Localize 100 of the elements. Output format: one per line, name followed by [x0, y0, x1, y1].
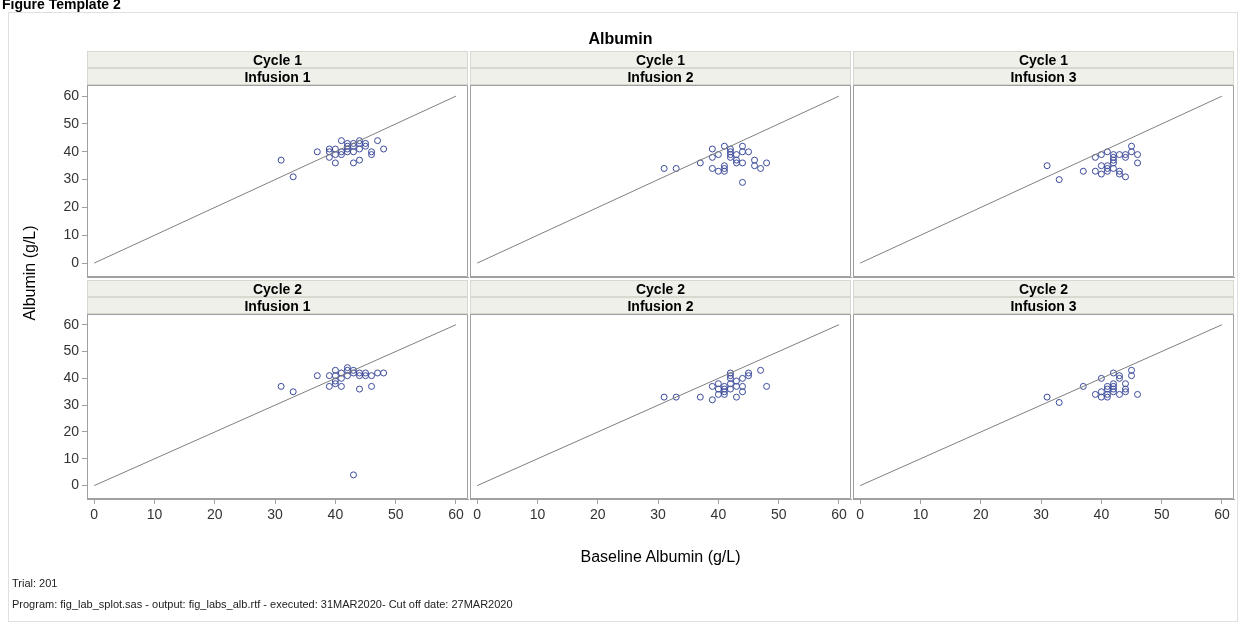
point	[331, 366, 339, 374]
point	[696, 159, 704, 167]
point	[726, 145, 734, 153]
point	[355, 369, 363, 377]
point	[732, 151, 740, 159]
point	[757, 366, 765, 374]
point	[714, 380, 722, 388]
point	[325, 382, 333, 390]
point	[331, 372, 339, 380]
point	[763, 159, 771, 167]
point	[1079, 382, 1087, 390]
point	[1097, 374, 1105, 382]
point	[325, 145, 333, 153]
point	[726, 385, 734, 393]
point	[313, 148, 321, 156]
point	[380, 145, 388, 153]
point	[337, 382, 345, 390]
point	[1109, 385, 1117, 393]
point	[1109, 159, 1117, 167]
x-tick-label: 40	[1093, 506, 1110, 523]
chart-subtitle: Infusion 1	[87, 68, 468, 85]
point	[374, 369, 382, 377]
point	[337, 148, 345, 156]
point	[738, 382, 746, 390]
point	[1134, 159, 1142, 167]
point	[1134, 151, 1142, 159]
point	[325, 153, 333, 161]
point	[1103, 382, 1111, 390]
x-tick-label: 40	[327, 506, 344, 523]
y-tick-label: 40	[63, 142, 80, 159]
point	[362, 369, 370, 377]
point	[349, 369, 357, 377]
point	[726, 369, 734, 377]
text: Program: fig_lab_splot.sas - output: fig_labs_alb.rtf - executed: 31MAR2020- Cut off date: 27MAR2020	[12, 598, 513, 610]
x-tick-label: 30	[650, 506, 667, 523]
point	[380, 369, 388, 377]
point	[1103, 390, 1111, 398]
point	[660, 393, 668, 401]
point	[368, 148, 376, 156]
point	[732, 377, 740, 385]
point	[1097, 393, 1105, 401]
point	[1109, 388, 1117, 396]
point	[708, 396, 716, 404]
x-tick-label: 60	[1214, 506, 1230, 523]
x-tick-label: 0	[473, 506, 482, 523]
point	[672, 393, 680, 401]
y-tick-label: 10	[63, 449, 80, 466]
point	[1121, 173, 1129, 181]
point	[714, 151, 722, 159]
chart-title: Cycle 2	[87, 280, 468, 297]
point	[745, 369, 753, 377]
point	[708, 382, 716, 390]
point	[757, 164, 765, 172]
point	[738, 159, 746, 167]
point	[714, 390, 722, 398]
point	[1043, 393, 1051, 401]
point	[708, 145, 716, 153]
point	[349, 142, 357, 150]
point	[726, 148, 734, 156]
x-tick-label: 30	[267, 506, 284, 523]
point	[362, 372, 370, 380]
point	[337, 151, 345, 159]
point	[1103, 148, 1111, 156]
point	[720, 385, 728, 393]
chart-subtitle: Infusion 2	[470, 297, 851, 314]
point	[343, 372, 351, 380]
point	[368, 382, 376, 390]
point	[738, 178, 746, 186]
y-axis-title: Albumin (g/L)	[21, 224, 39, 323]
point	[745, 148, 753, 156]
point	[1091, 153, 1099, 161]
chart-title: Cycle 2	[470, 280, 851, 297]
text: Albumin	[587, 30, 654, 48]
point	[349, 471, 357, 479]
point	[343, 142, 351, 150]
point	[732, 382, 740, 390]
point	[720, 142, 728, 150]
y-tick-label: 20	[63, 198, 80, 215]
point	[660, 164, 668, 172]
point	[763, 382, 771, 390]
y-tick-label: 40	[63, 369, 80, 386]
point	[1134, 390, 1142, 398]
point	[732, 159, 740, 167]
point	[349, 148, 357, 156]
point	[374, 137, 382, 145]
point	[1121, 388, 1129, 396]
point	[1091, 390, 1099, 398]
point	[672, 164, 680, 172]
y-tick-label: 0	[71, 476, 80, 493]
point	[277, 382, 285, 390]
x-tick-label: 30	[1033, 506, 1050, 523]
point	[337, 369, 345, 377]
point	[738, 388, 746, 396]
point	[720, 382, 728, 390]
point	[1079, 167, 1087, 175]
point	[726, 380, 734, 388]
chart-subtitle: Infusion 3	[853, 297, 1234, 314]
point	[1128, 148, 1136, 156]
point	[349, 159, 357, 167]
point	[1109, 164, 1117, 172]
